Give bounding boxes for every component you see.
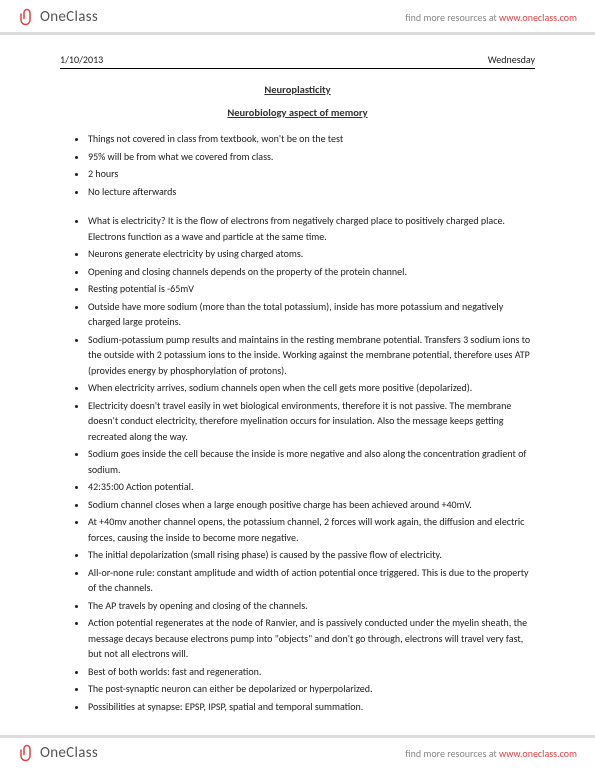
list-item: Action potential regenerates at the node… bbox=[88, 615, 535, 662]
meta-row: 1/10/2013 Wednesday bbox=[60, 53, 535, 69]
list-item: No lecture afterwards bbox=[88, 184, 535, 200]
tagline-url-footer[interactable]: www.oneclass.com bbox=[499, 747, 577, 760]
brand-logo-footer: OneClass bbox=[18, 744, 98, 762]
list-item: 2 hours bbox=[88, 166, 535, 182]
note-list-2: What is electricity? It is the flow of e… bbox=[60, 213, 535, 714]
list-item: The post-synaptic neuron can either be d… bbox=[88, 681, 535, 697]
list-item: What is electricity? It is the flow of e… bbox=[88, 213, 535, 244]
list-item: Sodium goes inside the cell because the … bbox=[88, 446, 535, 477]
list-item: When electricity arrives, sodium channel… bbox=[88, 380, 535, 396]
list-item: All-or-none rule: constant amplitude and… bbox=[88, 565, 535, 596]
list-item: Best of both worlds: fast and regenerati… bbox=[88, 664, 535, 680]
tagline-prefix-footer: find more resources at bbox=[405, 747, 499, 760]
note-list-1: Things not covered in class from textboo… bbox=[60, 131, 535, 199]
brand-name-footer: OneClass bbox=[40, 744, 98, 762]
list-item: Sodium channel closes when a large enoug… bbox=[88, 497, 535, 513]
list-item: 95% will be from what we covered from cl… bbox=[88, 149, 535, 165]
list-item: 42:35:00 Action potential. bbox=[88, 479, 535, 495]
tagline-url[interactable]: www.oneclass.com bbox=[499, 11, 577, 24]
list-item: The initial depolarization (small rising… bbox=[88, 547, 535, 563]
list-item: Outside have more sodium (more than the … bbox=[88, 299, 535, 330]
header-bar: OneClass find more resources at www.onec… bbox=[0, 0, 595, 35]
doc-day: Wednesday bbox=[488, 53, 535, 66]
doc-date: 1/10/2013 bbox=[60, 53, 103, 66]
footer-tagline: find more resources at www.oneclass.com bbox=[405, 747, 577, 760]
page-subtitle: Neurobiology aspect of memory bbox=[60, 106, 535, 119]
list-item: Neurons generate electricity by using ch… bbox=[88, 246, 535, 262]
document-page: 1/10/2013 Wednesday Neuroplasticity Neur… bbox=[0, 35, 595, 768]
paperclip-icon bbox=[18, 8, 36, 26]
brand-name: OneClass bbox=[40, 8, 98, 26]
list-item: The AP travels by opening and closing of… bbox=[88, 598, 535, 614]
paperclip-icon bbox=[18, 744, 36, 762]
header-tagline: find more resources at www.oneclass.com bbox=[405, 11, 577, 24]
tagline-prefix: find more resources at bbox=[405, 11, 499, 24]
page-title: Neuroplasticity bbox=[60, 83, 535, 96]
list-item: Possibilities at synapse: EPSP, IPSP, sp… bbox=[88, 699, 535, 715]
list-item: Things not covered in class from textboo… bbox=[88, 131, 535, 147]
list-item: Sodium-potassium pump results and mainta… bbox=[88, 332, 535, 379]
brand-logo: OneClass bbox=[18, 8, 98, 26]
footer-bar: OneClass find more resources at www.onec… bbox=[0, 735, 595, 770]
list-item: Electricity doesn't travel easily in wet… bbox=[88, 398, 535, 445]
list-item: Resting potential is -65mV bbox=[88, 281, 535, 297]
list-item: At +40mv another channel opens, the pota… bbox=[88, 514, 535, 545]
list-item: Opening and closing channels depends on … bbox=[88, 264, 535, 280]
